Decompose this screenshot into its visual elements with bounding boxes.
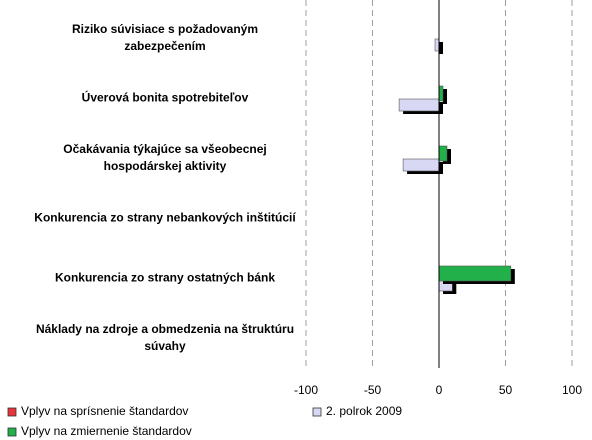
bar [398, 98, 440, 112]
category-label: Riziko súvisiace s požadovaným zabezpeče… [71, 22, 259, 53]
bar [438, 265, 512, 282]
category-label: Konkurencia zo strany ostatných bánk [54, 270, 276, 285]
bar-shadow [439, 42, 443, 54]
x-tick-label: -100 [294, 383, 318, 397]
x-tick-label: 0 [436, 383, 443, 397]
bar [438, 85, 444, 102]
x-tick-label: 50 [499, 383, 513, 397]
legend-swatch [312, 407, 322, 417]
legend-swatch [7, 407, 17, 417]
bar-shadow [443, 89, 447, 104]
bar [438, 145, 448, 162]
bar [434, 38, 440, 52]
legend-label: Vplyv na zmiernenie štandardov [21, 424, 192, 438]
category-label: Úverová bonita spotrebiteľov [81, 90, 249, 105]
legend-swatch [7, 427, 17, 437]
bar [402, 158, 440, 172]
legend-label: Vplyv na sprísnenie štandardov [21, 404, 188, 418]
x-tick-label: 100 [562, 383, 582, 397]
category-label: Náklady na zdroje a obmedzenia na štrukt… [35, 322, 295, 353]
legend-label: 2. polrok 2009 [326, 404, 402, 418]
category-label: Konkurencia zo strany nebankových inštit… [34, 210, 296, 225]
x-tick-label: -50 [364, 383, 382, 397]
category-label: Očakávania týkajúce sa všeobecnej hospod… [63, 142, 267, 173]
